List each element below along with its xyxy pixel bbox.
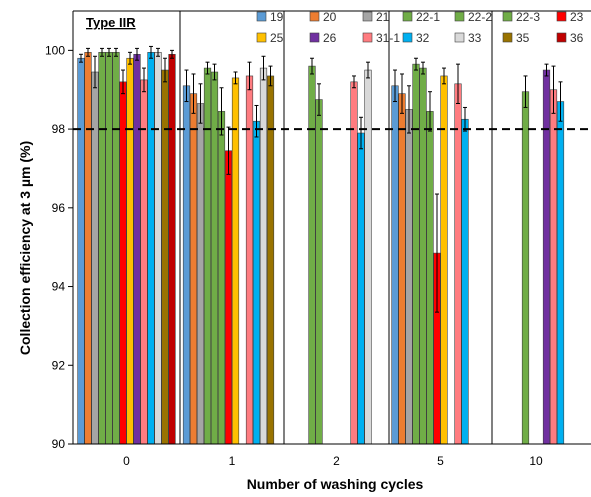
bar-21-5 [405,109,413,445]
bar-21-0 [91,71,99,445]
legend-label-31-1: 31-1 [376,31,400,45]
bar-23-1 [224,150,233,445]
legend-swatch-36 [556,32,567,43]
legend-swatch-35 [502,32,513,43]
bar-21-1 [196,103,205,445]
y-tick-label: 100 [45,43,65,57]
bar-22-1-0 [98,52,106,445]
legend-swatch-21 [362,11,373,22]
legend-label-22-1: 22-1 [416,10,440,24]
bar-33-1 [259,67,268,445]
x-tick-label: 0 [123,454,130,468]
x-tick-label: 2 [333,454,340,468]
y-tick-label: 92 [52,358,66,372]
legend-label-36: 36 [570,31,584,45]
bar-31-1-2 [350,81,358,445]
bar-31-1-5 [454,83,462,445]
bar-23-0 [119,81,127,445]
bar-31-1-10 [549,89,558,445]
bar-22-1-2 [308,65,316,445]
bar-35-0 [161,69,169,445]
legend-label-35: 35 [516,31,530,45]
bar-32-1 [252,120,261,445]
bar-33-0 [154,52,162,445]
legend-label-22-2: 22-2 [468,10,492,24]
legend-swatch-22-3 [502,11,513,22]
bar-22-3-0 [112,52,120,445]
legend-label-33: 33 [468,31,482,45]
bar-22-3-10 [521,91,530,445]
y-tick-label: 96 [52,201,66,215]
legend-label-25: 25 [270,31,284,45]
bar-19-0 [77,57,85,445]
legend-swatch-23 [556,11,567,22]
bar-20-0 [84,52,92,445]
bar-22-2-1 [210,71,219,445]
x-tick-label: 10 [529,454,543,468]
bar-22-1-1 [203,67,212,445]
legend-label-23: 23 [570,10,584,24]
legend-swatch-26 [309,32,320,43]
legend-swatch-31-1 [362,32,373,43]
legend-swatch-19 [256,11,267,22]
y-tick-label: 90 [52,437,66,451]
legend-label-22-3: 22-3 [516,10,540,24]
x-axis-title: Number of washing cycles [247,476,424,492]
y-tick-label: 98 [52,122,66,136]
bar-25-1 [231,77,240,445]
legend-label-21: 21 [376,10,390,24]
axes-labels: 0 1 2 5 10 90 92 94 96 98 100 [45,43,543,468]
bar-36-0 [168,53,176,445]
y-tick-label: 94 [52,280,66,294]
x-tick-label: 1 [229,454,236,468]
legend-swatch-22-1 [402,11,413,22]
legend-swatch-25 [256,32,267,43]
legend-swatch-33 [454,32,465,43]
legend-swatch-22-2 [454,11,465,22]
chart-annotation: Type IIR [86,15,136,30]
bar-32-0 [147,52,155,445]
bar-22-2-5 [419,67,427,445]
bar-22-3-1 [217,111,226,445]
legend-label-19: 19 [270,10,284,24]
bar-35-1 [266,75,275,445]
legend-label-26: 26 [323,31,337,45]
bar-32-2 [357,132,365,445]
bar-22-2-0 [105,52,113,445]
bar-26-10 [542,69,551,445]
legend: 19 20 21 22-1 22-2 22-3 23 25 26 31-1 32 33 35 36 [256,10,584,45]
y-axis-title: Collection efficiency at 3 µm (%) [17,141,33,355]
x-tick-label: 5 [437,454,444,468]
bar-20-5 [398,93,406,445]
bar-25-0 [126,57,134,445]
bar-31-1-1 [245,75,254,445]
bar-32-10 [556,101,565,445]
bar-25-5 [440,75,448,445]
bar-22-1-5 [412,63,420,445]
bar-19-1 [182,85,191,445]
legend-label-20: 20 [323,10,337,24]
bar-32-5 [461,118,469,445]
bar-22-2-2 [315,99,323,445]
bars-layer [77,45,565,445]
bar-22-3-5 [426,111,434,445]
bar-19-5 [391,85,399,445]
bar-20-1 [189,93,198,445]
bar-31-1-0 [140,79,148,445]
plot-frame [68,10,591,445]
legend-label-32: 32 [416,31,430,45]
legend-swatch-20 [309,11,320,22]
bar-33-2 [364,69,372,445]
legend-swatch-32 [402,32,413,43]
bar-26-0 [133,53,141,445]
